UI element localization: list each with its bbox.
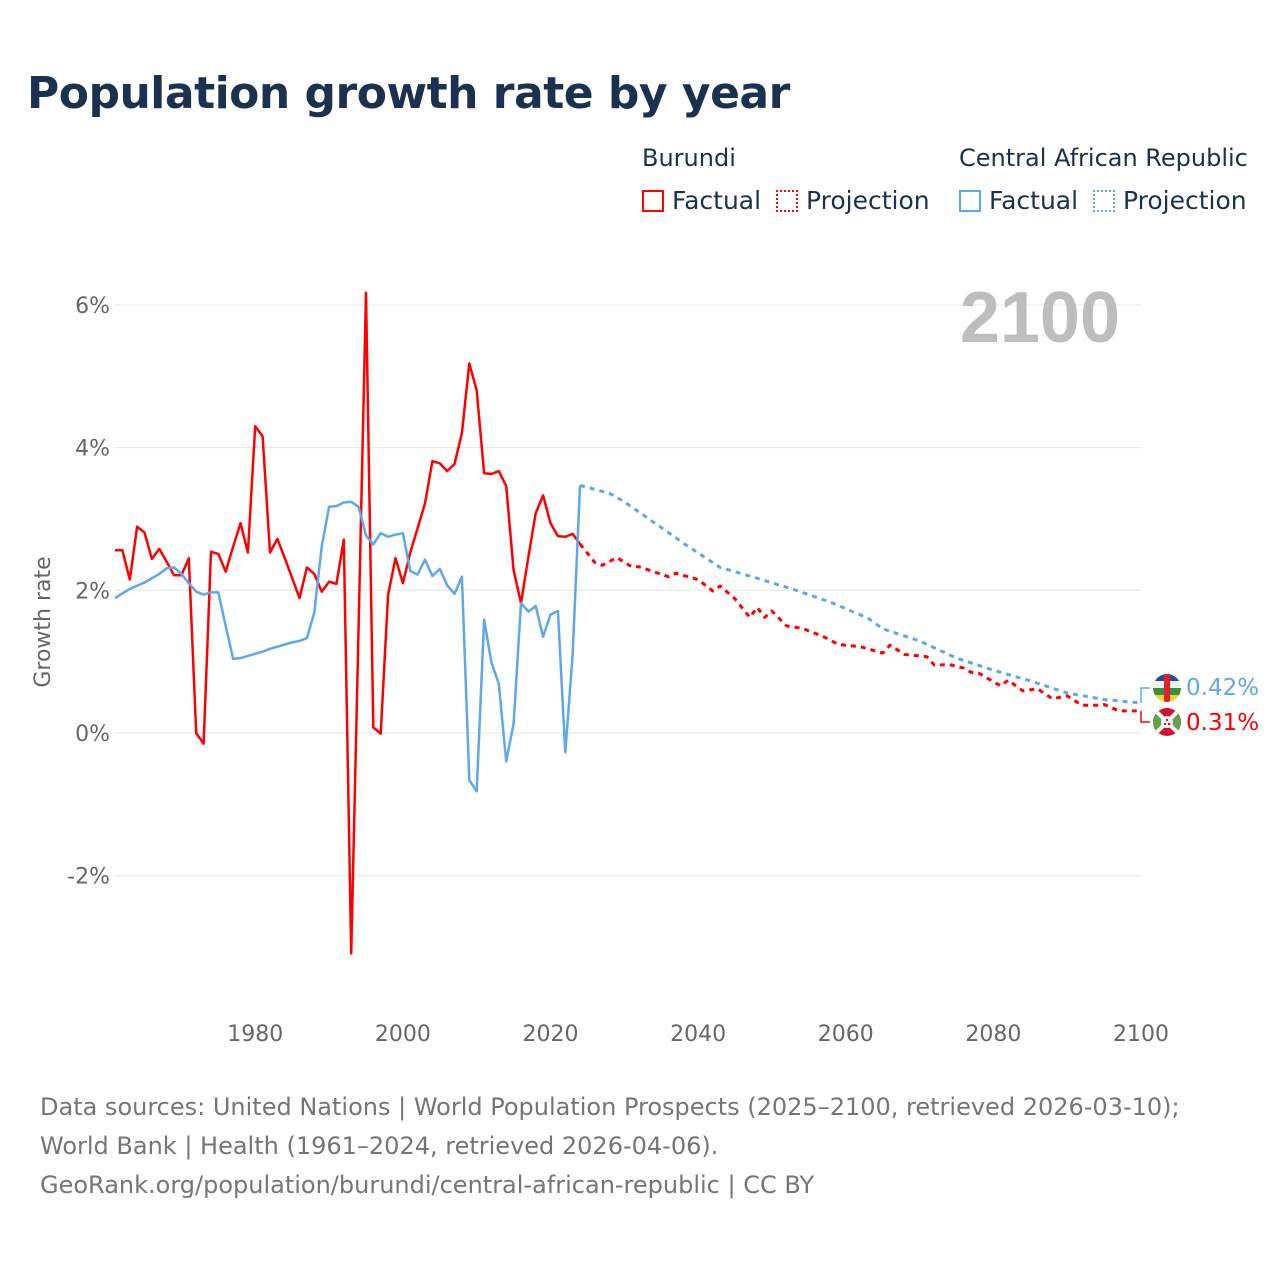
x-tick-label: 2060 xyxy=(818,1022,874,1047)
year-watermark: 2100 xyxy=(960,278,1120,358)
x-tick-label: 1980 xyxy=(227,1022,283,1047)
car-flag-icon xyxy=(1153,674,1181,702)
legend-swatch-solid-icon xyxy=(959,189,981,212)
chart-area: 6%4%2%0%-2%1980 2000 2020 2040 2060 2080 2100 … xyxy=(31,278,1259,1047)
x-tick-label: 2000 xyxy=(375,1022,431,1047)
legend-group-burundi: Burundi xyxy=(642,144,736,172)
burundi-end-value: 0.31% xyxy=(1186,710,1259,736)
legend-burundi-projection[interactable]: Projection xyxy=(776,186,930,215)
legend-label: Projection xyxy=(1123,186,1247,215)
car-end-connector xyxy=(1140,687,1150,703)
legend-group-car: Central African Republic xyxy=(959,144,1248,172)
burundi-end-connector xyxy=(1140,711,1150,723)
y-tick-label: 0% xyxy=(75,722,110,747)
legend-car-projection[interactable]: Projection xyxy=(1093,186,1247,215)
legend-label: Factual xyxy=(672,186,762,215)
data-sources: Data sources: United Nations | World Pop… xyxy=(40,1093,1180,1160)
legend-swatch-solid-icon xyxy=(642,189,664,212)
x-tick-label: 2040 xyxy=(670,1022,726,1047)
source-url[interactable]: GeoRank.org/population/burundi/central-a… xyxy=(40,1171,815,1199)
x-tick-label: 2100 xyxy=(1113,1022,1169,1047)
legend-swatch-dotted-icon xyxy=(776,189,798,212)
legend-swatch-dotted-icon xyxy=(1093,189,1115,212)
burundi-flag-icon xyxy=(1153,708,1181,736)
series-line-burundi-projection[interactable] xyxy=(578,542,1141,713)
y-axis-label: Growth rate xyxy=(31,556,56,687)
y-tick-label: 4% xyxy=(75,437,110,462)
x-tick-label: 2020 xyxy=(522,1022,578,1047)
legend-label: Factual xyxy=(989,186,1079,215)
legend-car-factual[interactable]: Factual xyxy=(959,186,1078,215)
car-end-value: 0.42% xyxy=(1186,675,1259,701)
y-tick-label: 2% xyxy=(75,579,110,604)
chart-title: Population growth rate by year xyxy=(27,68,790,119)
footer: Data sources: United Nations | World Pop… xyxy=(40,1088,1240,1205)
series-line-central-african-republic-projection[interactable] xyxy=(579,483,1142,705)
x-tick-label: 2080 xyxy=(965,1022,1021,1047)
legend-label: Projection xyxy=(806,186,930,215)
series-line-burundi-factual[interactable] xyxy=(115,291,582,955)
series-line-central-african-republic-factual[interactable] xyxy=(114,485,582,793)
y-tick-label: 6% xyxy=(75,294,110,319)
legend-burundi-factual[interactable]: Factual xyxy=(642,186,761,215)
y-tick-label: -2% xyxy=(67,865,110,890)
